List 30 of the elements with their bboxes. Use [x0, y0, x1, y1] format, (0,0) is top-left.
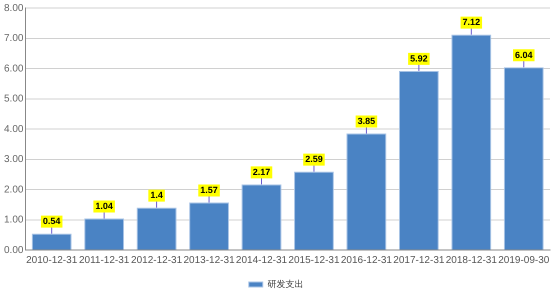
data-label: 2.59 — [305, 154, 323, 164]
y-tick-label: 2.00 — [4, 184, 24, 196]
x-tick-label: 2017-12-31 — [393, 254, 445, 266]
x-tick-label: 2014-12-31 — [236, 254, 288, 266]
data-label: 1.57 — [200, 184, 218, 195]
x-tick-label: 2018-12-31 — [446, 254, 498, 266]
y-tick-label: 4.00 — [4, 124, 24, 135]
data-label: 5.92 — [410, 53, 428, 64]
x-tick-label: 2013-12-31 — [183, 254, 236, 266]
data-label: 7.12 — [462, 17, 480, 28]
y-tick-label: 3.00 — [4, 154, 24, 165]
x-tick-label: 2012-12-31 — [131, 254, 183, 266]
x-tick-label: 2019-09-30 — [498, 254, 550, 266]
data-label: 0.54 — [42, 216, 60, 226]
y-tick-label: 7.00 — [4, 33, 24, 44]
x-tick-label: 2010-12-31 — [26, 254, 78, 266]
data-label: 1.4 — [150, 190, 163, 200]
legend-label: 研发支出 — [267, 278, 304, 289]
x-tick-label: 2011-12-31 — [78, 254, 130, 266]
x-tick-label: 2015-12-31 — [288, 254, 340, 266]
y-tick-label: 5.00 — [4, 94, 24, 104]
data-label: 3.85 — [358, 116, 376, 126]
data-label: 2.17 — [252, 166, 270, 177]
y-tick-label: 1.00 — [4, 214, 24, 226]
y-tick-label: 8.00 — [4, 2, 24, 14]
data-label: 6.04 — [515, 50, 533, 60]
y-tick-label: 0.00 — [4, 244, 24, 256]
y-tick-label: 6.00 — [4, 63, 24, 74]
x-tick-label: 2016-12-31 — [340, 254, 392, 266]
data-label: 1.04 — [95, 201, 113, 212]
